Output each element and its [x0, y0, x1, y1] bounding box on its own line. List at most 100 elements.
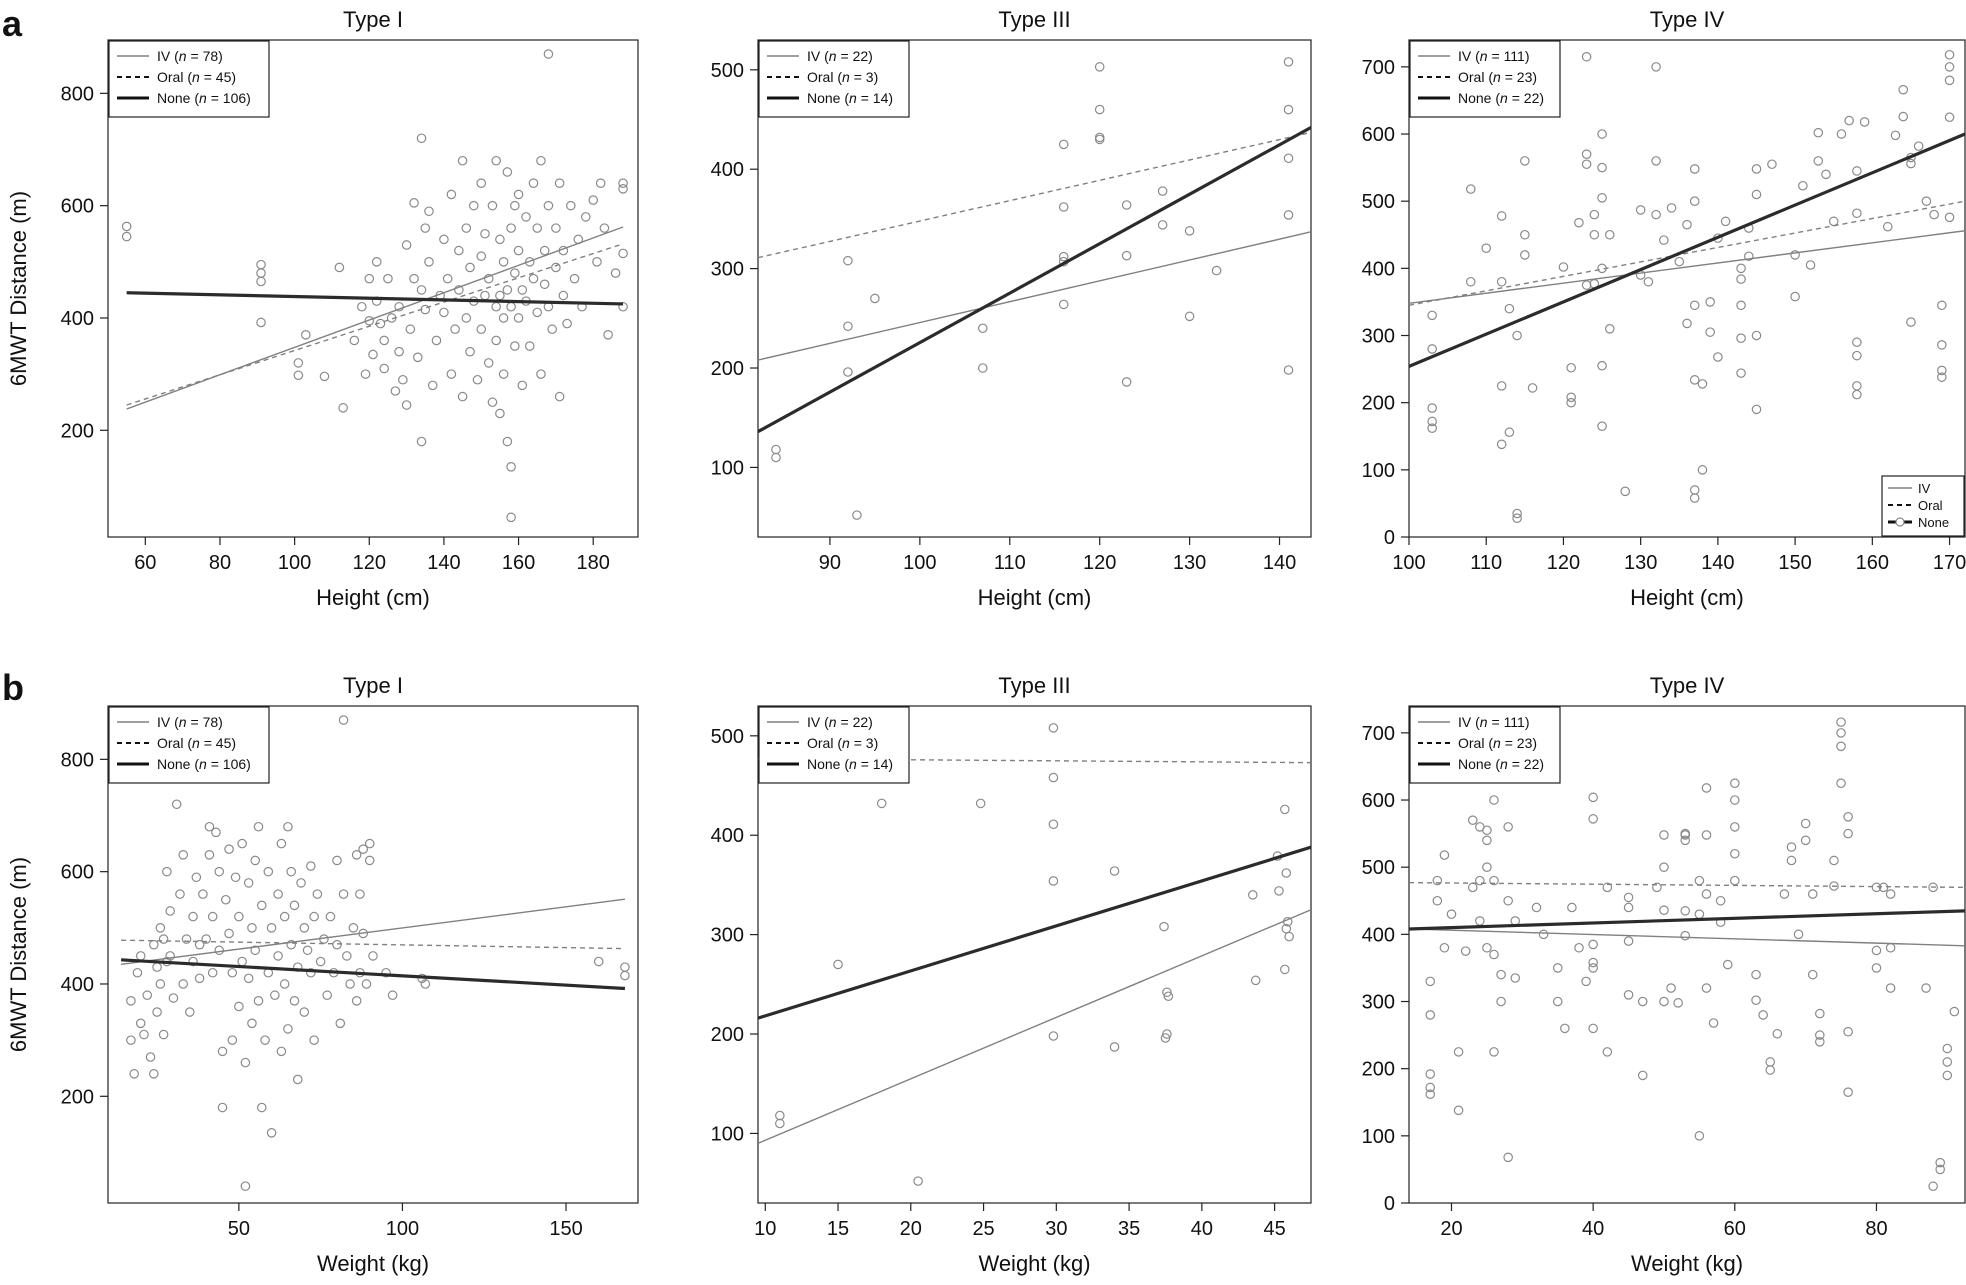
x-tick-label: 35	[1118, 1218, 1140, 1240]
data-point	[334, 262, 345, 273]
data-point	[1602, 882, 1613, 893]
legend-entry-name: None	[157, 756, 191, 772]
data-point	[1512, 513, 1522, 523]
data-point	[149, 939, 159, 950]
data-point	[1496, 211, 1507, 221]
data-point	[211, 827, 221, 838]
data-point	[121, 231, 132, 242]
fit-line-iv	[1409, 928, 1965, 947]
data-point	[1427, 403, 1437, 413]
legend-box	[108, 40, 270, 118]
data-point	[1620, 486, 1631, 497]
data-point	[1552, 996, 1563, 1007]
data-point	[1736, 333, 1746, 343]
legend-entry: Oral (n = 3)	[807, 69, 878, 85]
legend-entry-n-symbol: n	[1500, 90, 1508, 106]
data-point	[1157, 220, 1168, 230]
data-point	[250, 945, 261, 956]
data-point	[1743, 251, 1754, 262]
data-point	[135, 951, 146, 961]
data-point	[1453, 1047, 1464, 1057]
y-tick-label: 200	[711, 358, 744, 380]
data-point	[319, 371, 330, 382]
data-point	[1094, 132, 1105, 143]
data-point	[416, 285, 427, 295]
data-point	[1481, 243, 1492, 254]
fit-line-none	[1409, 132, 1965, 368]
data-point	[152, 1007, 162, 1017]
data-point	[256, 900, 267, 911]
data-point	[483, 358, 494, 368]
fit-line-iv	[1409, 230, 1965, 304]
data-point	[1659, 235, 1669, 245]
data-point	[1651, 62, 1661, 72]
data-point	[1604, 323, 1615, 334]
data-point	[368, 951, 378, 961]
data-point	[1736, 300, 1746, 311]
data-point	[1805, 260, 1816, 270]
data-point	[253, 996, 264, 1006]
data-point	[126, 1035, 136, 1045]
legend-entry-eq: =	[850, 735, 866, 751]
data-point	[495, 408, 505, 419]
x-axis-label: Weight (kg)	[978, 1251, 1090, 1276]
legend-entry-eq: =	[837, 48, 853, 64]
data-point	[394, 301, 404, 312]
data-point	[420, 979, 431, 989]
data-point	[1184, 311, 1195, 322]
data-point	[338, 715, 349, 725]
data-point	[457, 391, 468, 402]
data-point	[383, 273, 393, 284]
data-point	[483, 273, 494, 284]
data-point	[1589, 209, 1600, 220]
data-point	[510, 200, 520, 211]
y-tick-label: 700	[1362, 57, 1395, 79]
legend-entry-open: (	[820, 714, 829, 730]
data-point	[431, 335, 442, 346]
data-point	[168, 993, 179, 1003]
data-point	[1425, 976, 1436, 987]
y-tick-label: 600	[61, 196, 94, 218]
legend: IV (n = 78)Oral (n = 45)None (n = 106)	[108, 40, 270, 118]
data-point	[1162, 1029, 1172, 1039]
data-point	[1581, 976, 1591, 987]
data-point	[361, 979, 372, 989]
data-point	[551, 223, 561, 233]
x-tick-label: 110	[994, 552, 1026, 574]
data-point	[1510, 973, 1521, 983]
data-point	[306, 967, 316, 978]
data-point	[266, 1128, 277, 1138]
y-tick-label: 200	[61, 1086, 94, 1108]
data-point	[1767, 159, 1777, 170]
y-tick-label: 300	[1362, 992, 1395, 1014]
legend-entry-name: Oral	[157, 69, 183, 85]
data-point	[618, 184, 628, 194]
data-point	[1843, 1026, 1853, 1037]
data-point	[1446, 909, 1457, 920]
data-point	[1283, 104, 1294, 115]
data-point	[152, 962, 162, 972]
data-point	[1274, 886, 1284, 896]
x-tick-label: 100	[1392, 552, 1425, 574]
data-point	[237, 838, 247, 849]
legend-secondary-box	[1881, 475, 1965, 537]
data-point	[1852, 381, 1862, 391]
y-tick-label: 300	[711, 925, 744, 947]
data-point	[1807, 889, 1818, 899]
data-point	[1427, 416, 1437, 427]
legend-entry-name: Oral	[807, 735, 833, 751]
legend-secondary: IV Oral None	[1881, 475, 1965, 537]
fit-line-none	[120, 958, 626, 991]
data-point	[539, 279, 550, 290]
data-point	[1815, 1037, 1825, 1047]
data-point	[1048, 819, 1059, 830]
data-point	[1588, 792, 1598, 803]
data-point	[498, 313, 509, 323]
data-point	[1730, 778, 1740, 789]
data-point	[1790, 250, 1800, 260]
data-point	[412, 352, 423, 363]
data-point	[198, 889, 208, 899]
data-point	[524, 257, 535, 267]
x-tick-label: 140	[1701, 552, 1734, 574]
data-point	[495, 290, 505, 301]
